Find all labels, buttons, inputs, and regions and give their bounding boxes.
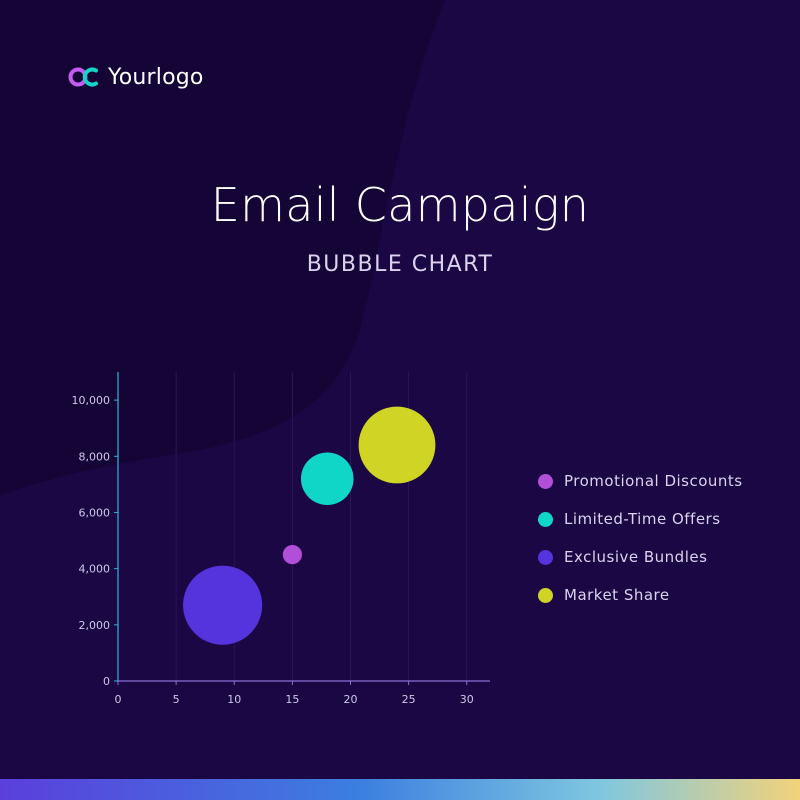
oc-logo-icon	[68, 67, 98, 87]
x-tick-label: 15	[285, 693, 299, 706]
y-tick-label: 10,000	[72, 394, 111, 407]
logo-crescent	[82, 67, 98, 87]
y-tick-label: 4,000	[79, 563, 111, 576]
y-tick-label: 0	[103, 675, 110, 688]
legend-item: Market Share	[538, 570, 743, 620]
bubble-market-share	[358, 406, 436, 484]
bubble-limited-time-offers	[300, 452, 354, 506]
bottom-gradient-bar	[0, 779, 800, 800]
bubble-chart: 0 5 10 15 20 25 30 0 2,000 4,000 6,000 8,000 10,000	[72, 372, 490, 706]
legend-item: Limited-Time Offers	[538, 494, 743, 544]
background-wave	[0, 0, 445, 496]
legend-swatch	[538, 587, 553, 603]
legend-item: Exclusive Bundles	[538, 532, 743, 582]
legend-label: Limited-Time Offers	[564, 510, 721, 528]
legend-swatch	[538, 473, 553, 489]
y-tick-label: 6,000	[79, 506, 111, 519]
legend-item: Promotional Discounts	[538, 456, 743, 506]
x-tick-label: 5	[173, 693, 180, 706]
x-tick-label: 0	[115, 693, 122, 706]
y-tick-label: 2,000	[79, 619, 111, 632]
x-tick-label: 10	[227, 693, 241, 706]
legend-swatch	[538, 511, 553, 527]
page-subtitle: BUBBLE CHART	[306, 252, 494, 277]
x-tick-label: 20	[344, 693, 358, 706]
chart-legend: Promotional Discounts Limited-Time Offers…	[538, 456, 743, 620]
legend-label: Promotional Discounts	[564, 472, 743, 490]
legend-label: Market Share	[564, 586, 670, 604]
legend-label: Exclusive Bundles	[564, 548, 708, 566]
x-tick-label: 25	[402, 693, 416, 706]
brand-logo: Yourlogo	[68, 64, 204, 90]
logo-text: Yourlogo	[108, 64, 204, 90]
y-tick-label: 8,000	[79, 450, 111, 463]
bubble-exclusive-bundles	[183, 565, 263, 645]
page-title: Email Campaign	[210, 178, 590, 232]
bubble-promotional-discounts	[282, 544, 302, 565]
x-tick-label: 30	[460, 693, 474, 706]
legend-swatch	[538, 549, 553, 565]
